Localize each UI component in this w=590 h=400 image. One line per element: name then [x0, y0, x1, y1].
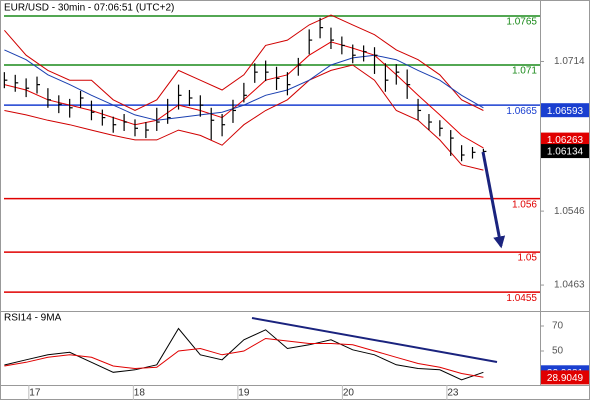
price-label: 1.06593: [547, 106, 584, 117]
price-box: [541, 144, 589, 159]
level-label: 1.056: [512, 199, 537, 210]
y-tick-label: 70: [552, 321, 564, 332]
indicator-line: [4, 64, 484, 171]
forecast-arrow: [481, 151, 506, 249]
marks: 1.0714 1.0546 1.0463 1.0765 1.071 1.0665 1.056…: [3, 14, 589, 400]
price-label: 1.06263: [547, 135, 584, 146]
rsi-trendline: [251, 317, 498, 363]
price-box: [541, 103, 589, 118]
x-tick-label: 17: [29, 388, 41, 399]
level-label: 1.05: [518, 253, 538, 264]
y-tick-label: 1.0546: [554, 206, 585, 217]
x-tick-label: 23: [447, 388, 459, 399]
indicator-value-label: 28.9049: [547, 373, 584, 384]
rsi-title: RSI14 - 9MA: [4, 313, 62, 324]
indicator-line: [4, 49, 484, 121]
y-tick-label: 1.0463: [554, 280, 585, 291]
price-box: [541, 132, 589, 147]
level-label: 1.0665: [506, 106, 537, 117]
x-tick-label: 19: [238, 388, 250, 399]
level-label: 1.071: [512, 66, 537, 77]
y-tick-label: 1.0714: [554, 56, 585, 67]
indicator-line: [4, 14, 484, 112]
price-label: 1.06134: [547, 147, 584, 158]
indicator-line: [4, 337, 484, 378]
x-tick-label: 20: [343, 388, 355, 399]
indicator-line: [4, 327, 484, 381]
y-tick-label: 50: [552, 346, 564, 357]
chart-title: EUR/USD - 30min - 07:06:51 (UTC+2): [4, 3, 174, 14]
indicator-value-box: [541, 370, 589, 385]
x-tick-label: 18: [134, 388, 146, 399]
level-label: 1.0765: [506, 17, 537, 28]
level-label: 1.0455: [506, 293, 537, 304]
